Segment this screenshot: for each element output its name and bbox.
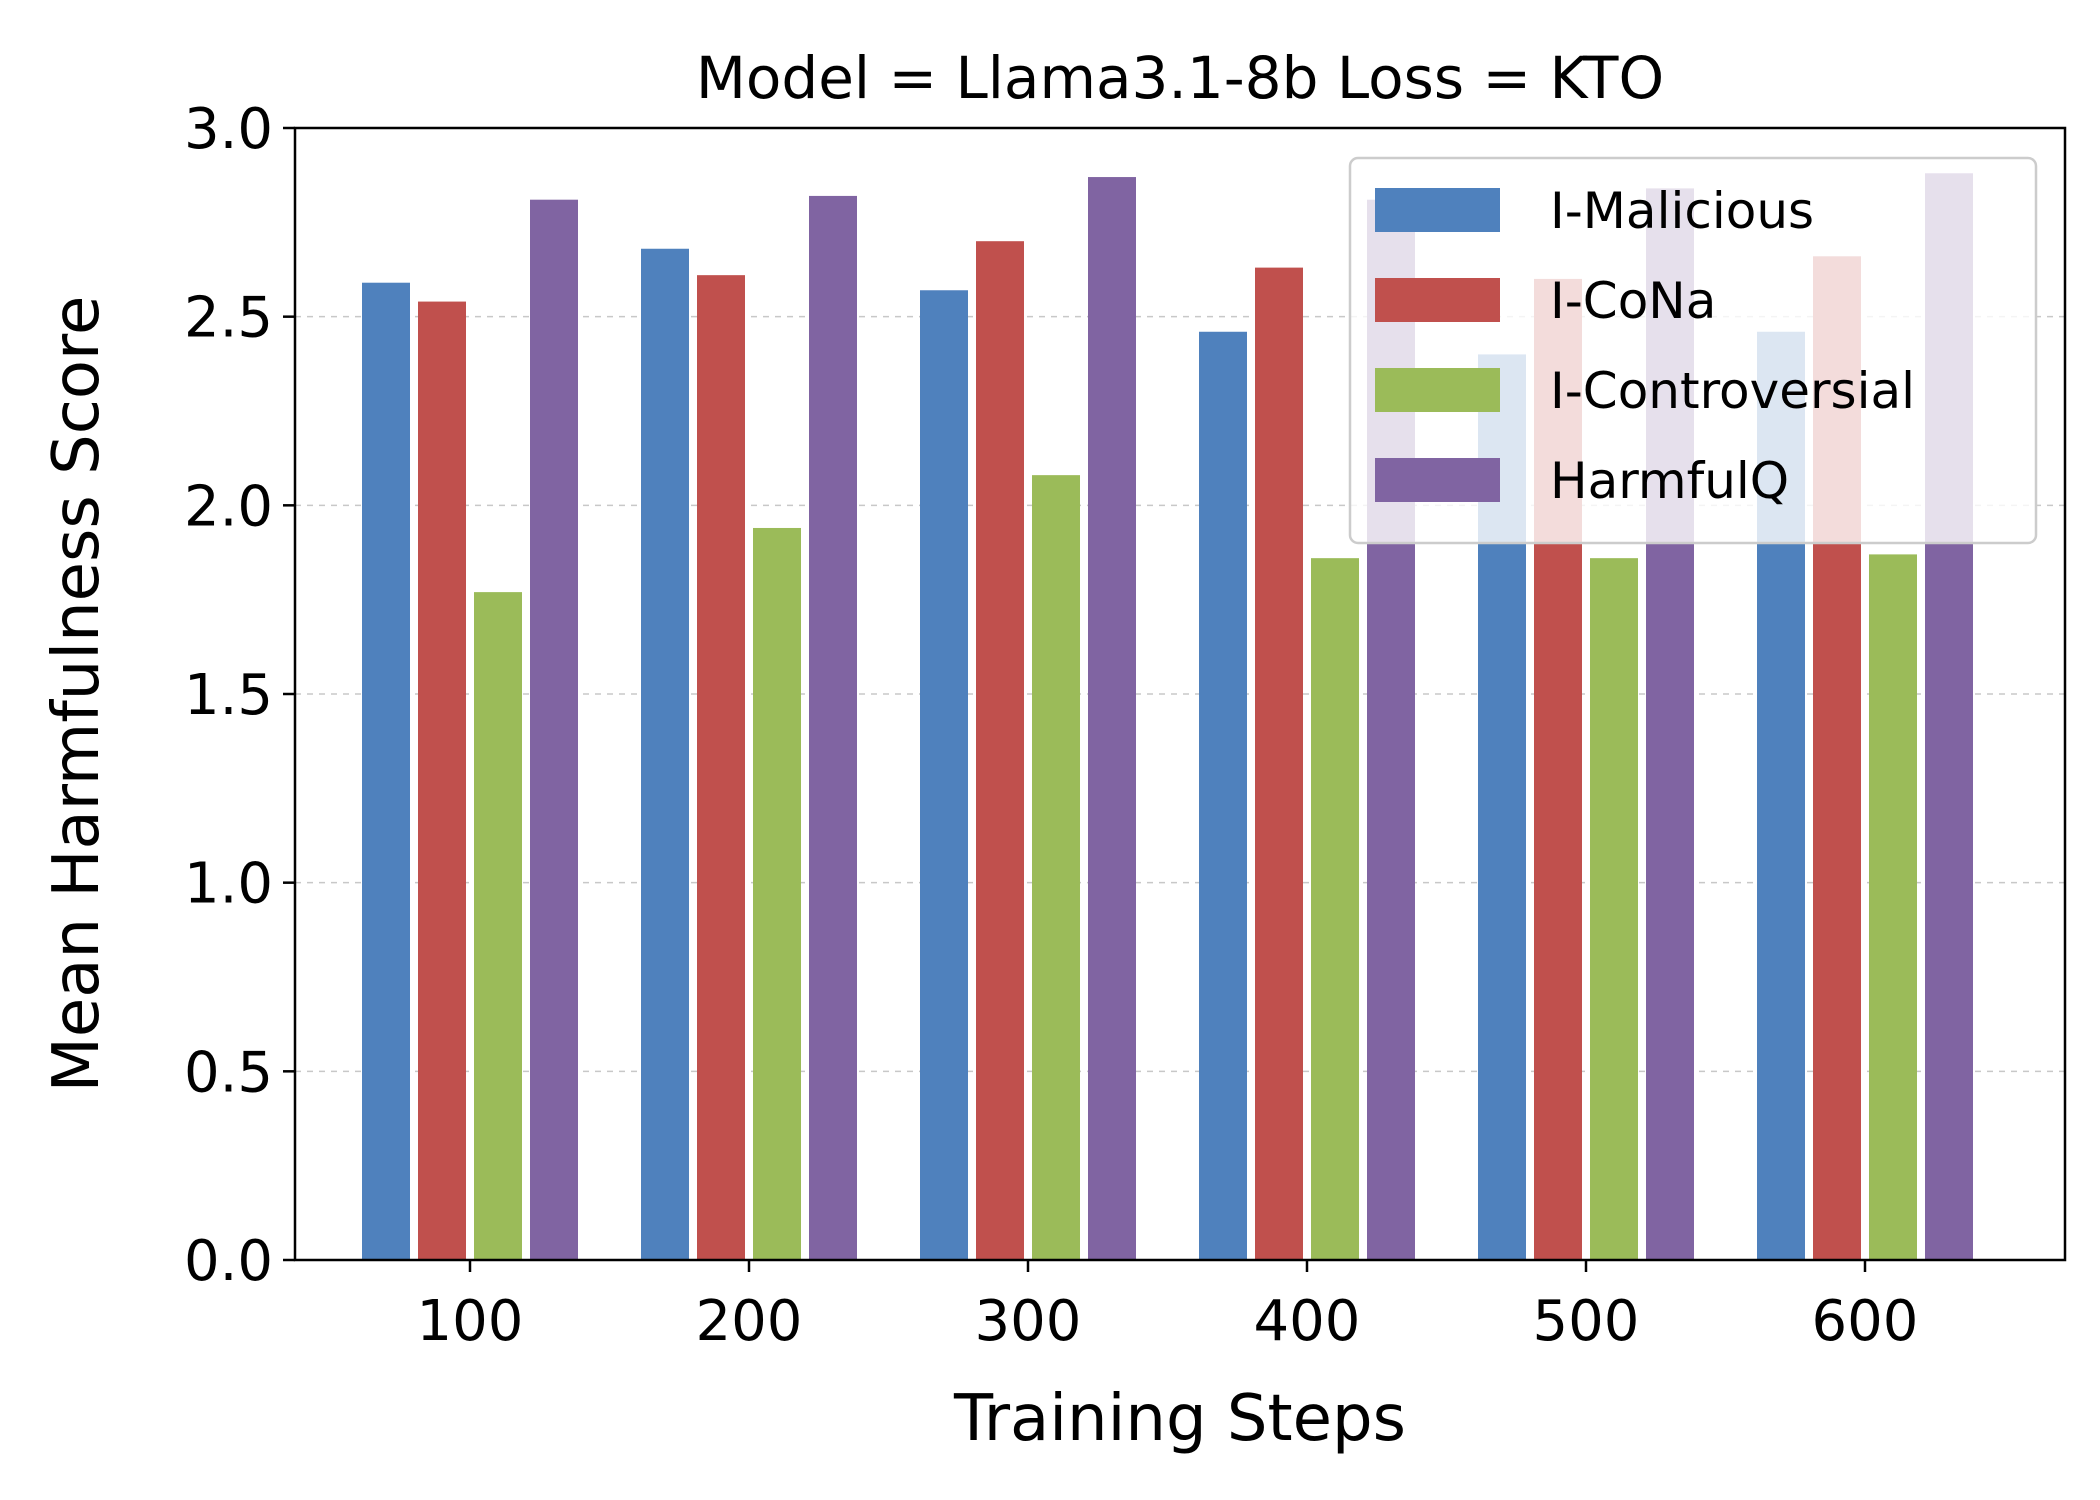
legend-label: I-CoNa bbox=[1550, 272, 1716, 330]
x-tick-label: 300 bbox=[975, 1289, 1082, 1354]
bar-i-controversial bbox=[1869, 554, 1917, 1260]
legend-swatch bbox=[1375, 368, 1500, 412]
bar-harmfulq bbox=[1088, 177, 1136, 1260]
bar-i-controversial bbox=[753, 527, 801, 1260]
y-tick-label: 2.0 bbox=[184, 474, 273, 539]
legend-swatch bbox=[1375, 188, 1500, 232]
bar-i-controversial bbox=[1590, 558, 1638, 1260]
x-tick-label: 400 bbox=[1254, 1289, 1361, 1354]
legend: I-Malicious I-CoNa I-Controversial HarmfulQ bbox=[1348, 156, 2038, 545]
x-tick-label: 100 bbox=[417, 1289, 524, 1354]
legend-swatch bbox=[1375, 278, 1500, 322]
bar-i-controversial bbox=[474, 592, 522, 1260]
bar-i-malicious bbox=[920, 290, 968, 1261]
y-tick-label: 3.0 bbox=[184, 97, 273, 162]
y-tick-label: 0.0 bbox=[184, 1229, 273, 1294]
bar-i-cona bbox=[976, 241, 1024, 1260]
y-axis-ticks: 0.0 0.5 1.0 1.5 2.0 2.5 3.0 bbox=[184, 97, 295, 1294]
bar-i-controversial bbox=[1311, 558, 1359, 1260]
bar-i-malicious bbox=[362, 282, 410, 1260]
bar-i-cona bbox=[697, 275, 745, 1260]
legend-label: HarmfulQ bbox=[1550, 452, 1789, 510]
x-axis-ticks: 100 200 300 400 500 600 bbox=[417, 1260, 1919, 1354]
x-tick-label: 500 bbox=[1533, 1289, 1640, 1354]
bar-i-controversial bbox=[1032, 475, 1080, 1260]
legend-swatch bbox=[1375, 458, 1500, 502]
y-tick-label: 2.5 bbox=[184, 286, 273, 351]
bar-harmfulq bbox=[809, 195, 857, 1260]
legend-label: I-Controversial bbox=[1550, 362, 1915, 420]
x-tick-label: 200 bbox=[696, 1289, 803, 1354]
bar-i-cona bbox=[418, 301, 466, 1260]
bar-i-malicious bbox=[641, 248, 689, 1260]
y-tick-label: 1.5 bbox=[184, 663, 273, 728]
y-tick-label: 0.5 bbox=[184, 1040, 273, 1105]
chart-title: Model = Llama3.1-8b Loss = KTO bbox=[696, 44, 1664, 112]
y-axis-label: Mean Harmfulness Score bbox=[40, 296, 114, 1093]
y-tick-label: 1.0 bbox=[184, 852, 273, 917]
bar-i-malicious bbox=[1199, 331, 1247, 1260]
bar-harmfulq bbox=[530, 199, 578, 1260]
legend-box bbox=[1348, 156, 2038, 545]
legend-label: I-Malicious bbox=[1550, 182, 1814, 240]
x-tick-label: 600 bbox=[1812, 1289, 1919, 1354]
bar-i-cona bbox=[1255, 267, 1303, 1260]
x-axis-label: Training Steps bbox=[953, 1382, 1406, 1456]
